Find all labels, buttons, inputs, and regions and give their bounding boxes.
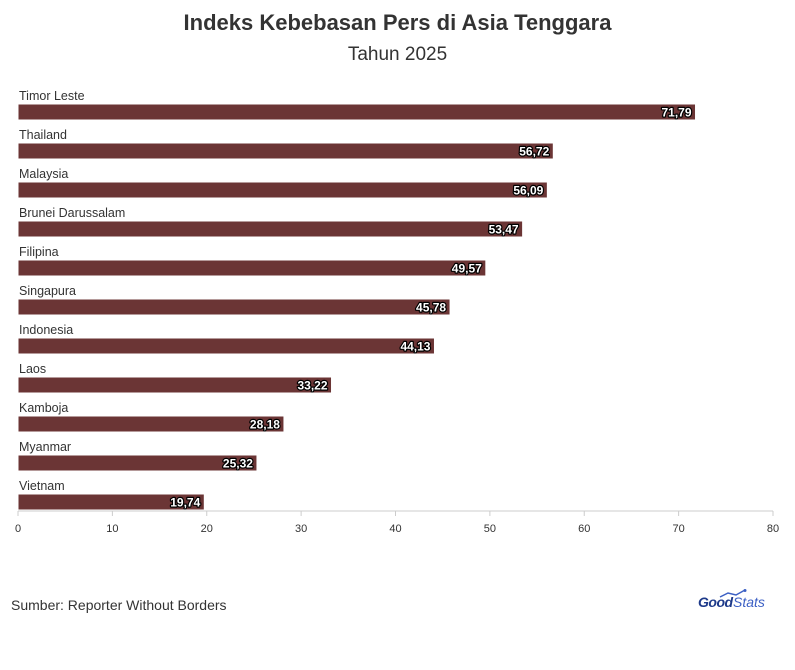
value-label: 71,79 xyxy=(661,106,691,120)
value-label: 49,57 xyxy=(452,262,482,276)
bar xyxy=(17,298,451,316)
logo-chart-icon xyxy=(719,589,747,598)
value-label: 56,09 xyxy=(513,184,543,198)
x-tick-label: 20 xyxy=(201,523,213,535)
x-tick-label: 70 xyxy=(673,523,685,535)
chart-subtitle: Tahun 2025 xyxy=(347,44,448,65)
value-label: 45,78 xyxy=(416,301,446,315)
value-label: 56,72 xyxy=(519,145,549,159)
x-tick-label: 0 xyxy=(15,523,21,535)
category-label: Singapura xyxy=(19,284,76,298)
bar xyxy=(17,142,554,160)
value-label: 44,13 xyxy=(400,340,430,354)
category-label: Thailand xyxy=(19,128,67,142)
category-label: Malaysia xyxy=(19,167,68,181)
category-label: Laos xyxy=(19,362,46,376)
chart-title: Indeks Kebebasan Pers di Asia Tenggara xyxy=(183,10,612,35)
logo-text-good: Good xyxy=(698,594,733,610)
bar xyxy=(17,415,285,433)
bar-chart: Timor Leste 71,79 Thailand 56,72 Malaysia 56,… xyxy=(15,89,779,535)
value-label: 25,32 xyxy=(223,457,253,471)
bar xyxy=(17,493,205,511)
x-tick-label: 10 xyxy=(106,523,118,535)
bar xyxy=(17,454,258,472)
category-label: Vietnam xyxy=(19,479,65,493)
bar xyxy=(17,103,697,121)
bar xyxy=(17,337,435,355)
x-tick-label: 60 xyxy=(578,523,590,535)
bar xyxy=(17,181,548,199)
category-label: Filipina xyxy=(19,245,59,259)
value-label: 33,22 xyxy=(297,379,327,393)
category-label: Timor Leste xyxy=(19,89,85,103)
goodstats-logo: Good Stats xyxy=(698,589,768,613)
value-label: 53,47 xyxy=(489,223,519,237)
logo-text-stats: Stats xyxy=(733,594,765,610)
source-note: Sumber: Reporter Without Borders xyxy=(11,597,227,613)
x-tick-label: 40 xyxy=(389,523,401,535)
bar xyxy=(17,376,333,394)
x-tick-label: 50 xyxy=(484,523,496,535)
x-tick-label: 80 xyxy=(767,523,779,535)
category-label: Kamboja xyxy=(19,401,68,415)
value-label: 28,18 xyxy=(250,418,280,432)
category-label: Indonesia xyxy=(19,323,73,337)
x-tick-label: 30 xyxy=(295,523,307,535)
bar xyxy=(17,259,487,277)
bar xyxy=(17,220,524,238)
value-label: 19,74 xyxy=(170,496,200,510)
category-label: Brunei Darussalam xyxy=(19,206,125,220)
category-label: Myanmar xyxy=(19,440,71,454)
